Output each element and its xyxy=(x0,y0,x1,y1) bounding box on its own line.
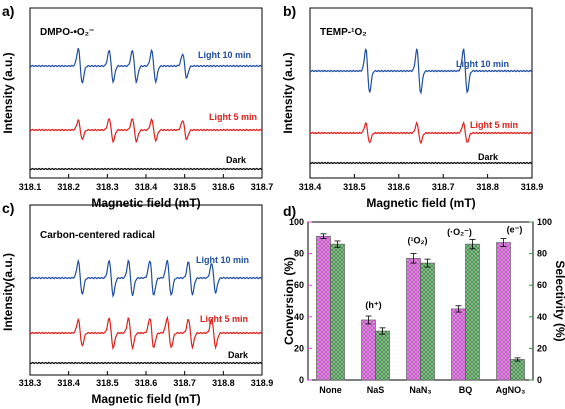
x-tick-label: 318.8 xyxy=(212,378,235,388)
y-tick-label-left: 80 xyxy=(294,249,304,259)
x-axis-title: Magnetic field (mT) xyxy=(91,392,200,406)
series-label: Light 5 min xyxy=(200,314,248,324)
bar-conversion xyxy=(496,242,511,381)
panel-label: d) xyxy=(283,203,296,219)
y-tick-label-left: 100 xyxy=(289,217,304,227)
series-label: Dark xyxy=(478,152,499,162)
y-axis-title: Intensity (a.u.) xyxy=(1,52,15,133)
x-tick-label: 318.7 xyxy=(173,378,196,388)
panel-label: a) xyxy=(2,3,14,19)
x-tick-label: 318.9 xyxy=(251,378,274,388)
scavenger-annotation: (·O₂⁻) xyxy=(447,227,472,237)
panel-2: b) TEMP-¹O₂ 318.4 318.5 318.6 318.7 318.8 318.9… xyxy=(281,3,543,210)
x-tick-label: 318.5 xyxy=(173,182,196,192)
x-tick-label: 318.6 xyxy=(135,378,158,388)
y-axis-title-right: Selectivity (%) xyxy=(553,260,565,341)
y-axis-title: Intensity (a.u.) xyxy=(281,52,295,133)
bar-conversion xyxy=(451,308,466,381)
series-label: Dark xyxy=(228,350,249,360)
x-tick-label: AgNO₃ xyxy=(496,385,526,395)
x-tick-label: 318.6 xyxy=(388,182,411,192)
bar-conversion xyxy=(316,235,331,381)
y-tick-label-right: 60 xyxy=(537,280,547,290)
bar-selectivity xyxy=(465,243,480,381)
x-tick-label: 318.7 xyxy=(251,182,274,192)
x-tick-label: 318.3 xyxy=(19,378,42,388)
x-tick-label: 318.2 xyxy=(57,182,80,192)
x-axis-title: Magnetic field (mT) xyxy=(91,196,200,210)
panel-label: c) xyxy=(2,200,14,216)
panel-4: d) 0 0 20 20 40 40 60 60 80 80 100 100 Conversion (%)… xyxy=(282,203,565,395)
series-label: Dark xyxy=(226,155,247,165)
y-tick-label-left: 0 xyxy=(299,375,304,385)
chart-title: TEMP-¹O₂ xyxy=(320,27,367,38)
scavenger-annotation: (e⁻) xyxy=(507,225,523,235)
x-axis-title: Magnetic field (mT) xyxy=(366,196,475,210)
chart-title: Carbon-centered radical xyxy=(40,230,155,241)
series-line xyxy=(29,167,263,171)
panel-label: b) xyxy=(283,3,296,19)
x-tick-label: 318.6 xyxy=(212,182,235,192)
x-tick-label: 318.4 xyxy=(57,378,80,388)
x-tick-label: 318.3 xyxy=(96,182,119,192)
series-line xyxy=(309,161,533,165)
y-tick-label-right: 20 xyxy=(537,343,547,353)
series-line xyxy=(29,315,263,351)
series-label: Light 10 min xyxy=(196,255,249,265)
x-tick-label: 318.8 xyxy=(476,182,499,192)
x-tick-label: BQ xyxy=(459,385,473,395)
bar-selectivity xyxy=(330,243,345,381)
bar-selectivity xyxy=(420,262,435,381)
x-tick-label: 318.7 xyxy=(432,182,455,192)
bar-selectivity xyxy=(375,330,390,381)
x-tick-label: 318.5 xyxy=(343,182,366,192)
y-tick-label-right: 80 xyxy=(537,249,547,259)
series-label: Light 10 min xyxy=(456,59,509,69)
series-label: Light 10 min xyxy=(198,50,251,60)
x-tick-label: 318.5 xyxy=(96,378,119,388)
scavenger-annotation: (¹O₂) xyxy=(408,236,428,246)
x-tick-label: 318.1 xyxy=(19,182,42,192)
series-line xyxy=(29,361,263,365)
y-tick-label-right: 100 xyxy=(537,217,552,227)
series-label: Light 5 min xyxy=(209,112,257,122)
y-axis-title-left: Conversion (%) xyxy=(282,257,296,345)
x-tick-label: NaS xyxy=(367,385,385,395)
chart-title: DMPO-•O₂⁻ xyxy=(40,27,94,38)
y-tick-label-left: 20 xyxy=(294,343,304,353)
y-axis-title: Intensity(a.u.) xyxy=(1,253,15,331)
x-tick-label: 318.4 xyxy=(299,182,322,192)
scavenger-annotation: (h⁺) xyxy=(365,300,381,310)
x-tick-label: 318.4 xyxy=(135,182,158,192)
x-tick-label: NaN₃ xyxy=(409,385,431,395)
panel-1: a) DMPO-•O₂⁻ 318.1 318.2 318.3 318.4 318.5 318.… xyxy=(1,3,273,210)
bar-conversion xyxy=(406,258,421,381)
bar-selectivity xyxy=(510,359,525,381)
plot-frame xyxy=(309,7,533,179)
bar-conversion xyxy=(361,319,376,381)
y-tick-label-left: 40 xyxy=(294,312,304,322)
x-tick-label: None xyxy=(319,385,342,395)
series-line xyxy=(309,120,533,145)
y-tick-label-right: 40 xyxy=(537,312,547,322)
panel-3: c) Carbon-centered radical 318.3 318.4 318.5… xyxy=(1,200,273,406)
y-tick-label-left: 60 xyxy=(294,280,304,290)
x-tick-label: 318.9 xyxy=(521,182,544,192)
y-tick-label-right: 0 xyxy=(537,375,542,385)
series-line xyxy=(29,117,263,144)
series-line xyxy=(29,258,263,299)
series-label: Light 5 min xyxy=(470,120,518,130)
series-line xyxy=(29,48,263,85)
series-line xyxy=(309,48,533,95)
